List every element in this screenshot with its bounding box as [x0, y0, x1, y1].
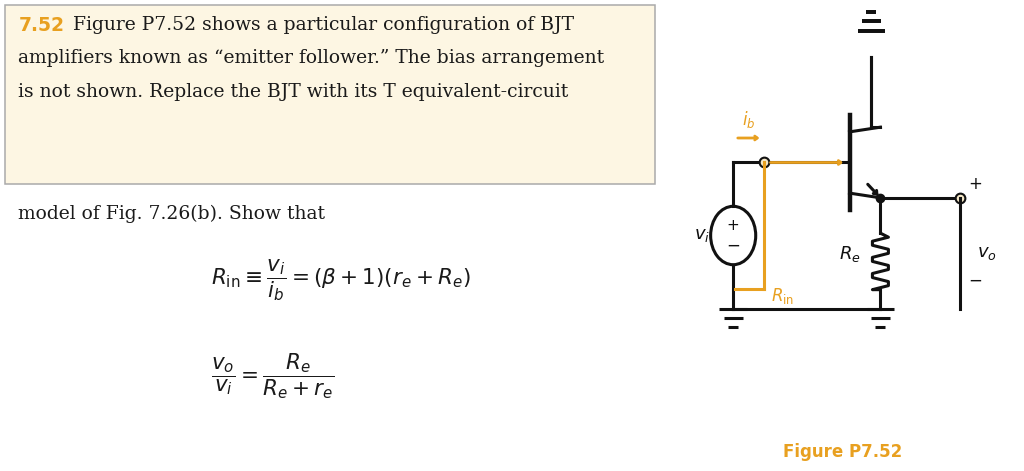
- Text: is not shown. Replace the BJT with its T equivalent-circuit: is not shown. Replace the BJT with its T…: [18, 83, 568, 101]
- Text: −: −: [726, 237, 740, 255]
- Text: +: +: [969, 175, 982, 193]
- Text: $R_e$: $R_e$: [839, 244, 860, 264]
- Text: $R_{\rm in} \equiv \dfrac{v_i}{i_b} = (\beta+1)(r_e+R_e)$: $R_{\rm in} \equiv \dfrac{v_i}{i_b} = (\…: [211, 257, 471, 303]
- Text: amplifiers known as “emitter follower.” The bias arrangement: amplifiers known as “emitter follower.” …: [18, 49, 604, 67]
- Text: 7.52: 7.52: [18, 16, 65, 34]
- FancyBboxPatch shape: [5, 5, 655, 184]
- Text: $i_b$: $i_b$: [742, 108, 756, 130]
- Text: −: −: [969, 272, 982, 290]
- Text: $v_o$: $v_o$: [977, 244, 996, 262]
- Text: model of Fig. 7.26(b). Show that: model of Fig. 7.26(b). Show that: [18, 205, 326, 223]
- Text: $v_i$: $v_i$: [694, 227, 711, 244]
- Text: $\dfrac{v_o}{v_i} = \dfrac{R_e}{R_e+r_e}$: $\dfrac{v_o}{v_i} = \dfrac{R_e}{R_e+r_e}…: [211, 351, 335, 401]
- Text: Figure P7.52: Figure P7.52: [782, 443, 902, 461]
- Text: $R_{\rm in}$: $R_{\rm in}$: [771, 286, 794, 306]
- Text: Figure P7.52 shows a particular configuration of BJT: Figure P7.52 shows a particular configur…: [73, 16, 573, 33]
- Text: +: +: [727, 218, 739, 233]
